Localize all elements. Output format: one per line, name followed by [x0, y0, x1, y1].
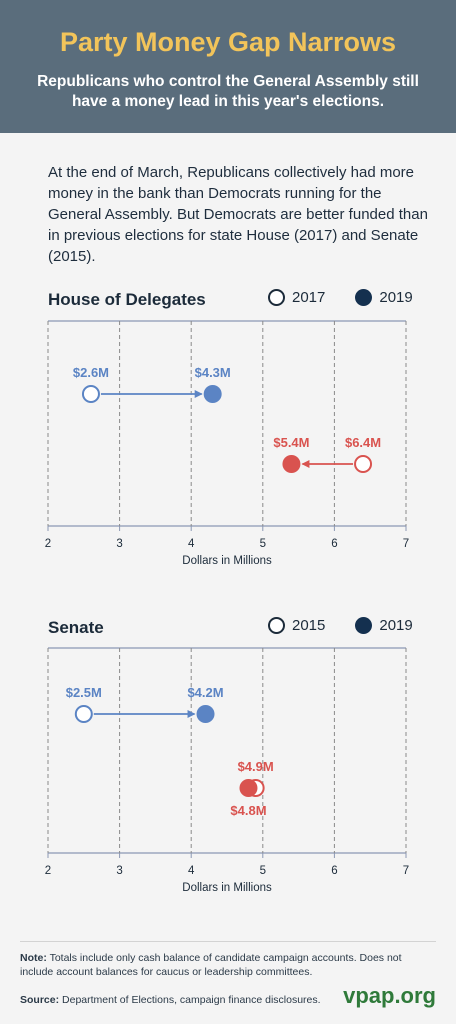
republican-2019-point — [282, 455, 301, 473]
legend-filled-circle-icon — [355, 617, 373, 634]
note-text: Totals include only cash balance of cand… — [20, 952, 402, 978]
data-label-earlier: $6.4M — [345, 435, 381, 450]
legend-label-earlier: 2015 — [292, 617, 326, 634]
democrat-2019-point — [203, 385, 222, 403]
x-axis-label: Dollars in Millions — [182, 882, 272, 894]
note-label: Note: — [20, 952, 47, 964]
republican-2019-point — [239, 779, 258, 797]
data-label-2019: $5.4M — [273, 435, 309, 450]
x-tick-label: 3 — [116, 865, 122, 877]
x-tick-label: 4 — [188, 538, 195, 550]
legend-open-circle-icon — [268, 617, 285, 634]
x-axis-label: Dollars in Millions — [182, 555, 272, 567]
house-dumbbell-chart: 2 3 4 5 6 7 Dollars in Millions $2.6M $4.3M $6.4M… — [45, 320, 409, 567]
senate-dumbbell-chart: 2 3 4 5 6 7 Dollars in Millions $2.5M $4.2M $4.9M… — [45, 647, 409, 894]
x-tick-label: 4 — [188, 865, 195, 877]
x-tick-label: 2 — [45, 865, 51, 877]
legend-filled-circle-icon — [355, 289, 373, 306]
data-label-2019: $4.2M — [187, 685, 223, 700]
x-tick-label: 5 — [260, 538, 266, 550]
header-banner: Party Money Gap Narrows Republicans who … — [0, 0, 456, 133]
legend-label-earlier: 2017 — [292, 289, 326, 306]
data-label-2019: $4.8M — [230, 803, 266, 818]
x-tick-label: 6 — [331, 865, 337, 877]
legend-senate: 2015 2019 — [268, 617, 413, 634]
page-subtitle: Republicans who control the General Asse… — [37, 73, 419, 110]
x-tick-label: 2 — [45, 538, 51, 550]
x-tick-label: 3 — [116, 538, 122, 550]
x-tick-label: 6 — [331, 538, 337, 550]
x-tick-label: 5 — [260, 865, 266, 877]
republican-earlier-point — [354, 455, 373, 473]
data-label-earlier: $2.5M — [66, 685, 102, 700]
legend-label-later: 2019 — [379, 289, 413, 306]
footnote: Note: Totals include only cash balance o… — [20, 951, 436, 979]
data-label-2019: $4.3M — [195, 365, 231, 380]
data-label-earlier: $2.6M — [73, 365, 109, 380]
source-line: Source: Department of Elections, campaig… — [20, 994, 321, 1006]
democrat-earlier-point — [74, 705, 93, 723]
legend-open-circle-icon — [268, 289, 285, 306]
democrat-earlier-point — [81, 385, 100, 403]
legend-label-later: 2019 — [379, 617, 413, 634]
intro-paragraph: At the end of March, Republicans collect… — [48, 164, 428, 265]
data-label-earlier: $4.9M — [238, 759, 274, 774]
footer-divider — [20, 941, 436, 942]
page-title: Party Money Gap Narrows — [59, 27, 397, 57]
brand-logo[interactable]: vpap.org — [343, 983, 436, 1008]
chart-title-house: House of Delegates — [48, 290, 206, 309]
x-tick-label: 7 — [403, 538, 409, 550]
legend-house: 2017 2019 — [268, 289, 413, 306]
x-tick-label: 7 — [403, 865, 409, 877]
source-label: Source: — [20, 994, 60, 1006]
chart-title-senate: Senate — [48, 618, 104, 637]
democrat-2019-point — [196, 705, 215, 723]
source-text: Department of Elections, campaign financ… — [62, 994, 321, 1006]
